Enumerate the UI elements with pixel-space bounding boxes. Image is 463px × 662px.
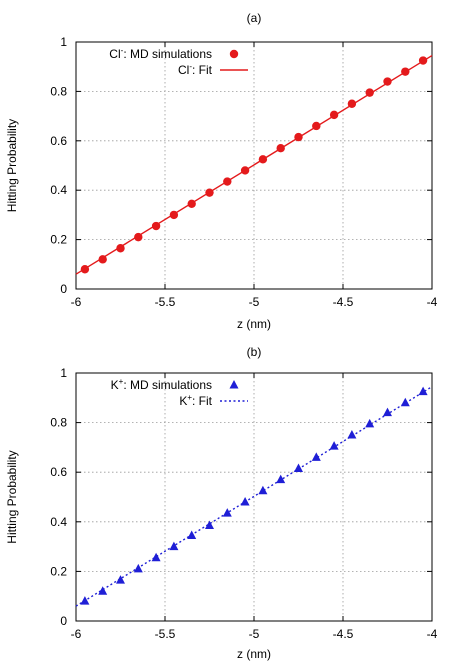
x-tick-label: -4.5 [333, 627, 354, 641]
y-tick-label: 0.6 [50, 134, 67, 148]
panel-label: (b) [247, 345, 262, 359]
legend-marker-sample [229, 49, 239, 59]
x-tick-label: -4 [427, 627, 438, 641]
x-tick-label: -5 [249, 295, 260, 309]
data-point [169, 541, 179, 551]
legend-label: K+: MD simulations [111, 377, 212, 392]
data-point [116, 575, 125, 584]
y-tick-label: 0 [60, 282, 67, 296]
y-axis-title: Hitting Probability [5, 450, 19, 543]
y-axis-title: Hitting Probability [5, 119, 19, 212]
y-tick-label: 0.6 [50, 465, 67, 479]
y-tick-label: 1 [60, 35, 67, 49]
panel-label: (a) [247, 11, 262, 25]
panel-a: (a) -6 -5.5 -5 -4.5 -4 0 0.2 0.4 0.6 0.8 1 z (nm) Hit… [5, 11, 438, 331]
y-tick-label: 0.4 [50, 183, 67, 197]
panel-b: (b) -6 -5.5 -5 -4.5 -4 0 0.2 0.4 0.6 0.8 1 z (nm) Hit… [5, 345, 438, 661]
data-point [365, 418, 375, 428]
y-tick-label: 0 [60, 614, 67, 628]
legend-label: K+: Fit [179, 393, 212, 408]
legend-marker-sample [229, 380, 239, 389]
legend-label: Cl-: Fit [178, 62, 213, 77]
x-tick-label: -6 [71, 627, 82, 641]
x-tick-label: -4 [427, 295, 438, 309]
x-tick-label: -5.5 [155, 295, 176, 309]
data-point [98, 586, 108, 595]
x-tick-label: -5.5 [155, 627, 176, 641]
data-point [151, 552, 161, 562]
data-point [383, 407, 392, 417]
x-axis-title: z (nm) [237, 647, 271, 661]
x-axis-title: z (nm) [237, 317, 271, 331]
x-tick-label: -4.5 [333, 295, 354, 309]
y-tick-label: 0.2 [50, 564, 67, 578]
data-point [205, 520, 214, 530]
x-tick-label: -5 [249, 627, 260, 641]
x-tick-label: -6 [71, 295, 82, 309]
data-point [222, 508, 232, 517]
data-point [258, 485, 268, 495]
fit-line [75, 54, 433, 275]
data-point [276, 474, 286, 484]
y-tick-label: 0.4 [50, 515, 67, 529]
data-point [311, 452, 321, 461]
data-point [347, 430, 357, 439]
legend-label: Cl-: MD simulations [109, 46, 212, 61]
data-point [294, 463, 303, 472]
y-tick-label: 0.8 [50, 416, 67, 430]
y-tick-label: 0.2 [50, 233, 67, 247]
data-point [329, 441, 339, 450]
y-tick-label: 1 [60, 366, 67, 380]
y-tick-label: 0.8 [50, 84, 67, 98]
